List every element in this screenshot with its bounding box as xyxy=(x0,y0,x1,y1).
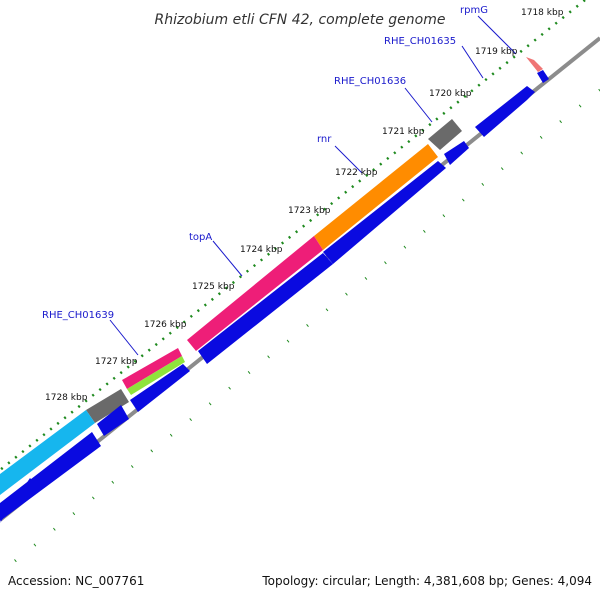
cds-rpmG[interactable] xyxy=(537,70,549,83)
gene-label-RHE_CH01639[interactable]: RHE_CH01639 xyxy=(42,310,114,321)
gene-label-rnr[interactable]: rnr xyxy=(317,134,332,145)
tick-label-1721: 1721 kbp xyxy=(382,127,425,137)
cds-RHE_CH01635[interactable] xyxy=(475,86,535,137)
feature-track-colored xyxy=(0,57,543,495)
cds-RHE_CH01636[interactable] xyxy=(444,141,469,165)
outer-dotted-track xyxy=(0,0,586,471)
tick-label-1728: 1728 kbp xyxy=(45,393,88,403)
feature-rnr[interactable] xyxy=(314,144,438,250)
gene-label-topA[interactable]: topA xyxy=(189,232,212,243)
feature-RHE_CH01639-b[interactable] xyxy=(127,356,185,395)
gene-labels: rpmG RHE_CH01635 RHE_CH01636 rnr topA RH… xyxy=(42,5,488,321)
accession-text: Accession: NC_007761 xyxy=(8,574,144,588)
cds-1728[interactable] xyxy=(97,405,129,436)
tick-labels: 1718 kbp 1719 kbp 1720 kbp 1721 kbp 1722… xyxy=(45,8,564,403)
gene-label-RHE_CH01635[interactable]: RHE_CH01635 xyxy=(384,36,456,47)
feature-rpmG[interactable] xyxy=(526,57,543,72)
cds-RHE_CH01639[interactable] xyxy=(130,364,190,412)
cds-cyan[interactable] xyxy=(0,432,101,521)
feature-topA[interactable] xyxy=(187,236,323,351)
feature-RHE_CH01636[interactable] xyxy=(428,119,462,150)
gene-label-rpmG[interactable]: rpmG xyxy=(460,5,488,16)
inner-dashed-track xyxy=(9,88,600,567)
tick-label-1726: 1726 kbp xyxy=(144,320,187,330)
cds-topA[interactable] xyxy=(198,253,333,364)
genome-summary-text: Topology: circular; Length: 4,381,608 bp… xyxy=(261,574,592,588)
tick-label-1720: 1720 kbp xyxy=(429,89,472,99)
feature-grey-1728[interactable] xyxy=(86,389,129,423)
map-title: Rhizobium etli CFN 42, complete genome xyxy=(155,12,446,28)
cds-rnr[interactable] xyxy=(323,161,446,264)
feature-cyan[interactable] xyxy=(0,410,95,495)
tick-label-1718: 1718 kbp xyxy=(521,8,564,18)
tick-label-1722: 1722 kbp xyxy=(335,168,378,178)
tick-label-1719: 1719 kbp xyxy=(475,47,518,57)
tick-label-1727: 1727 kbp xyxy=(95,357,138,367)
feature-RHE_CH01639-a[interactable] xyxy=(122,348,182,389)
tick-label-1724: 1724 kbp xyxy=(240,245,283,255)
tick-label-1725: 1725 kbp xyxy=(192,282,235,292)
tick-label-1723: 1723 kbp xyxy=(288,206,331,216)
gene-callouts xyxy=(109,15,517,356)
gene-label-RHE_CH01636[interactable]: RHE_CH01636 xyxy=(334,76,406,87)
feature-track-cds xyxy=(0,70,549,523)
cds-left-edge[interactable] xyxy=(0,478,37,523)
